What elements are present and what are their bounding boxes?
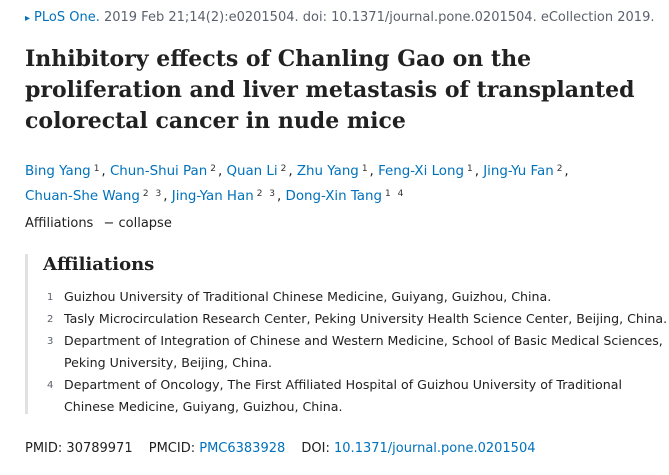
affiliations-toggle: Affiliations − collapse <box>25 215 172 233</box>
author-affiliation-ref[interactable]: 1 4 <box>385 189 406 199</box>
author-link[interactable]: Quan Li 2 <box>226 164 289 179</box>
affiliations-toggle-label: Affiliations <box>25 216 94 231</box>
affiliation-number: 4 <box>47 380 54 391</box>
pmcid-link[interactable]: PMC6383928 <box>199 441 286 456</box>
journal-link[interactable]: ▸ PLoS One. <box>25 10 100 25</box>
affiliation-item: 2 Tasly Microcirculation Research Center… <box>28 308 669 330</box>
citation-line: ▸ PLoS One. 2019 Feb 21;14(2):e0201504. d… <box>25 9 654 28</box>
author-link[interactable]: Dong-Xin Tang 1 4 <box>285 189 406 204</box>
author-link[interactable]: Chun-Shui Pan 2 <box>109 164 218 179</box>
author-affiliation-ref[interactable]: 2 3 <box>142 189 164 199</box>
collapse-affiliations-button[interactable]: − collapse <box>103 216 172 231</box>
author-link[interactable]: Chuan-She Wang 2 3 <box>25 189 164 204</box>
affiliation-text: Guizhou University of Traditional Chines… <box>64 289 552 304</box>
citation-details: 2019 Feb 21;14(2):e0201504. doi: 10.1371… <box>103 10 655 25</box>
affiliation-number: 2 <box>47 314 54 325</box>
affiliation-item: 1 Guizhou University of Traditional Chin… <box>28 286 669 308</box>
author-link[interactable]: Jing-Yan Han 2 3 <box>171 189 278 204</box>
pmid-label: PMID: <box>25 441 63 456</box>
pmcid-label: PMCID: <box>148 441 196 456</box>
affiliation-item: 3 Department of Integration of Chinese a… <box>28 330 669 374</box>
author-link[interactable]: Jing-Yu Fan 2 <box>483 164 565 179</box>
doi-link[interactable]: 10.1371/journal.pone.0201504 <box>334 441 536 456</box>
doi-label: DOI: <box>301 441 330 456</box>
affiliation-number: 3 <box>47 336 54 347</box>
affiliation-text-continued: Peking University, Beijing, China. <box>64 355 273 370</box>
caret-right-icon: ▸ <box>25 13 31 24</box>
author-affiliation-ref[interactable]: 2 <box>556 164 565 174</box>
author-list: Bing Yang 1, Chun-Shui Pan 2, Quan Li 2, Zh… <box>25 164 569 204</box>
author-link[interactable]: Bing Yang 1 <box>25 164 102 179</box>
author-affiliation-ref[interactable]: 2 <box>210 164 218 174</box>
author-affiliation-ref[interactable]: 2 <box>280 164 289 174</box>
author-affiliation-ref[interactable]: 2 3 <box>256 189 278 199</box>
affiliation-text: Tasly Microcirculation Research Center, … <box>64 311 668 326</box>
author-affiliation-ref[interactable]: 1 <box>93 164 102 174</box>
pmid-value: 30789971 <box>66 441 133 456</box>
author-link[interactable]: Zhu Yang 1 <box>296 164 370 179</box>
author-affiliation-ref[interactable]: 1 <box>361 164 370 174</box>
affiliation-text: Department of Integration of Chinese and… <box>64 333 663 348</box>
affiliation-item: 4 Department of Oncology, The First Affi… <box>28 374 669 418</box>
minus-icon: − <box>103 216 115 231</box>
identifiers-line: PMID: 30789971 PMCID: PMC6383928 DOI: 10… <box>25 440 536 458</box>
journal-name: PLoS One. <box>34 10 100 25</box>
author-link[interactable]: Feng-Xi Long 1 <box>378 164 475 179</box>
affiliations-panel: Affiliations 1 Guizhou University of Tra… <box>25 254 669 414</box>
affiliations-list: 1 Guizhou University of Traditional Chin… <box>28 286 669 418</box>
article-title: Inhibitory effects of Chanling Gao on th… <box>25 46 635 134</box>
affiliations-heading: Affiliations <box>43 254 155 275</box>
affiliation-text-continued: Chinese Medicine, Guiyang, Guizhou, Chin… <box>64 399 343 414</box>
affiliation-text: Department of Oncology, The First Affili… <box>64 377 622 392</box>
affiliation-number: 1 <box>47 292 54 303</box>
author-affiliation-ref[interactable]: 1 <box>466 164 475 174</box>
